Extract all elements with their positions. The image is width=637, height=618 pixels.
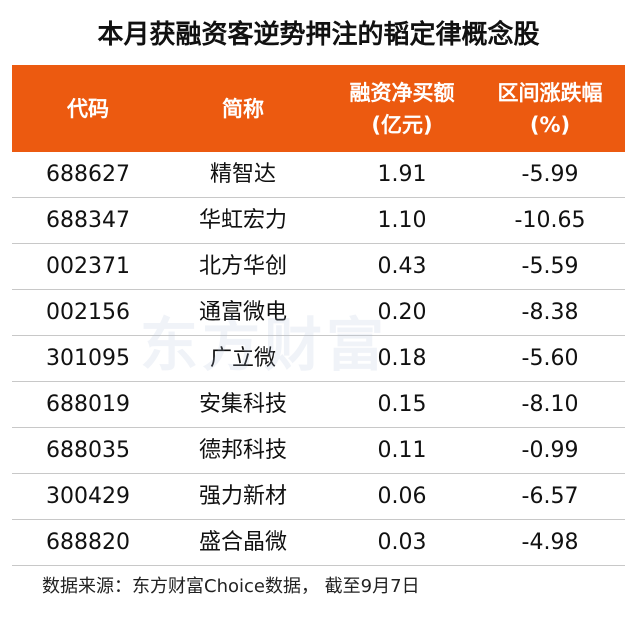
source-note: 数据来源：东方财富Choice数据， 截至9月7日 [42, 576, 420, 597]
table-row: 301095 广立微 0.18 -5.60 [12, 336, 625, 382]
title: 本月获融资客逆势押注的韬定律概念股 [97, 20, 540, 50]
table-row: 002371 北方华创 0.43 -5.59 [12, 244, 625, 290]
table-cell: 1.10 [377, 208, 427, 233]
table-cell: 688820 [46, 530, 130, 555]
table-cell: 广立微 [209, 346, 277, 371]
table-cell: 002371 [46, 254, 130, 279]
table-cell: 002156 [46, 300, 130, 325]
table-cell: 688035 [46, 438, 130, 463]
header-text: (%) [529, 112, 571, 137]
table-cell: -4.98 [521, 530, 579, 555]
table-row: 688019 安集科技 0.15 -8.10 [12, 382, 625, 428]
table-cell: 盛合晶微 [198, 530, 288, 555]
table-cell: -6.57 [521, 484, 579, 509]
table-cell: -8.38 [521, 300, 579, 325]
table-cell: 688627 [46, 162, 130, 187]
table-cell: 华虹宏力 [198, 208, 288, 233]
header-text: 代码 [67, 96, 109, 121]
table-cell: 0.06 [377, 484, 427, 509]
table-cell: 0.15 [377, 392, 427, 417]
table-cell: 0.03 [377, 530, 427, 555]
table-cell: -5.60 [521, 346, 579, 371]
header-text: 区间涨跌幅 [497, 80, 603, 105]
header-text: 简称 [222, 96, 264, 121]
table-row: 300429 强力新材 0.06 -6.57 [12, 474, 625, 520]
table-cell: 0.43 [377, 254, 427, 279]
table-cell: -0.99 [521, 438, 579, 463]
table-cell: 强力新材 [198, 484, 288, 509]
table-cell: 0.11 [377, 438, 427, 463]
header-cell: 区间涨跌幅 (%) [498, 65, 603, 152]
table-cell: 300429 [46, 484, 130, 509]
table-cell: -8.10 [521, 392, 579, 417]
header-cell: 融资净买额 (亿元) [350, 65, 455, 152]
table-cell: 301095 [46, 346, 130, 371]
table-cell: 688347 [46, 208, 130, 233]
table-cell: 安集科技 [198, 392, 288, 417]
table-cell: -5.59 [521, 254, 579, 279]
table-header: 代码 简称 融资净买额 (亿元) 区间涨跌幅 (%) [12, 65, 625, 152]
table-cell: 精智达 [209, 162, 277, 187]
header-text: 融资净买额 [349, 80, 455, 105]
table-cell: 688019 [46, 392, 130, 417]
table-cell: 0.18 [377, 346, 427, 371]
header-cell: 代码 [67, 65, 109, 152]
table-row: 688347 华虹宏力 1.10 -10.65 [12, 198, 625, 244]
table-cell: 0.20 [377, 300, 427, 325]
table-row: 688627 精智达 1.91 -5.99 [12, 152, 625, 198]
table-row: 688035 德邦科技 0.11 -0.99 [12, 428, 625, 474]
table-cell: 北方华创 [198, 254, 288, 279]
table-row: 002156 通富微电 0.20 -8.38 [12, 290, 625, 336]
watermark: 东方财富 [140, 311, 389, 379]
table-cell: -10.65 [514, 208, 586, 233]
header-cell: 简称 [222, 65, 264, 152]
table-row: 688820 盛合晶微 0.03 -4.98 [12, 520, 625, 566]
table-cell: 德邦科技 [198, 438, 288, 463]
header-text: (亿元) [371, 112, 433, 137]
table-cell: 1.91 [377, 162, 427, 187]
table-cell: 通富微电 [198, 300, 288, 325]
table-cell: -5.99 [521, 162, 579, 187]
